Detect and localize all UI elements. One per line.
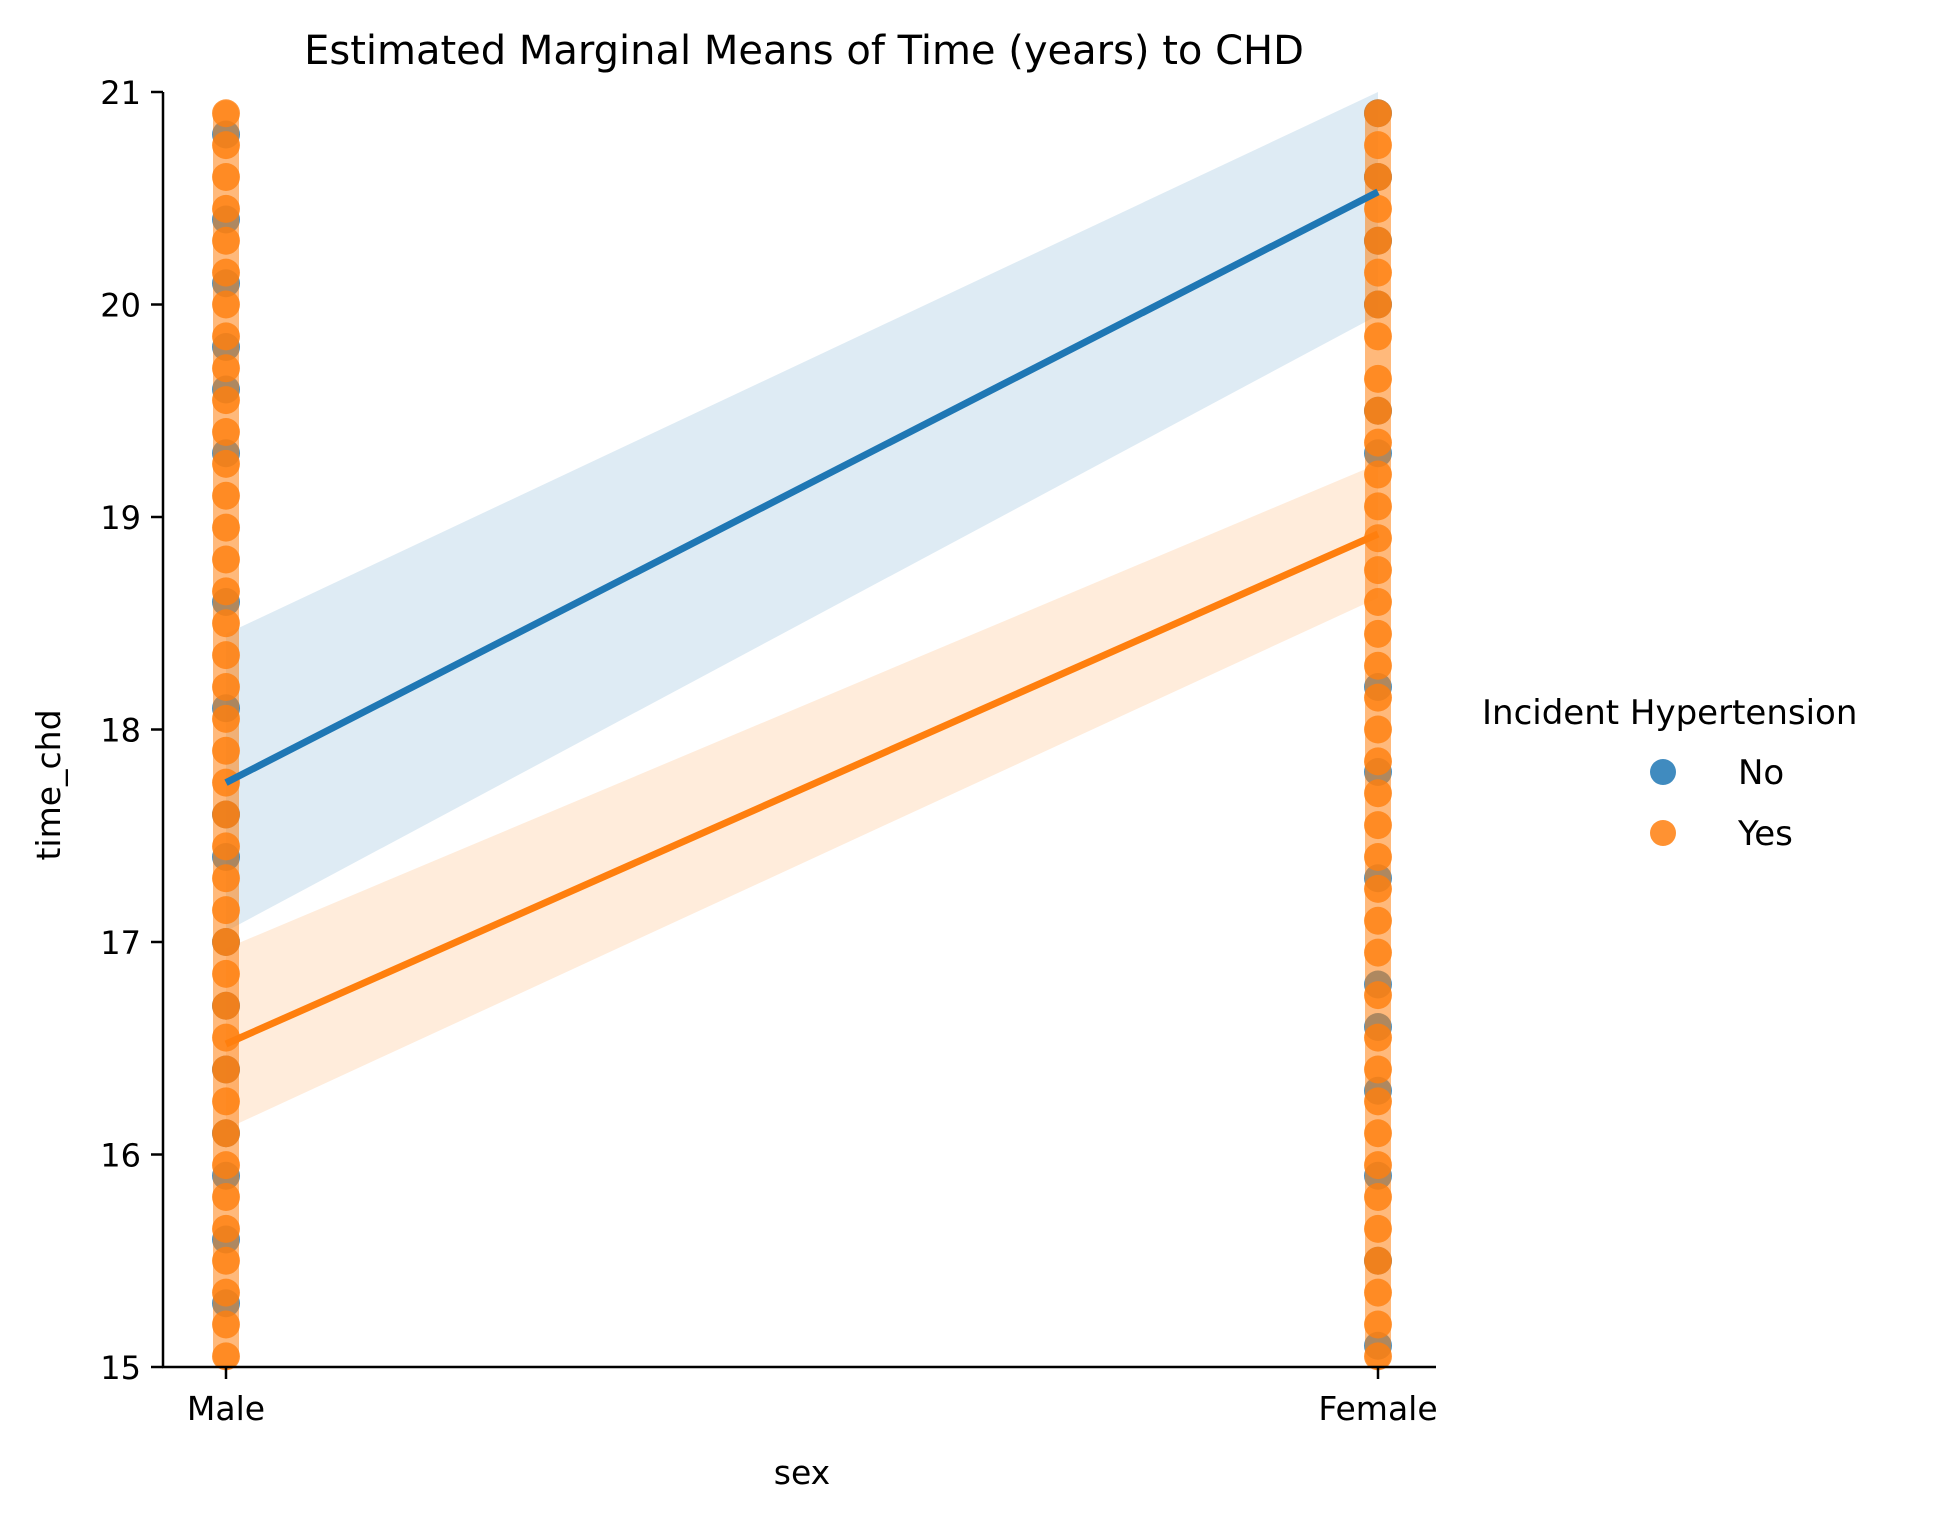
x-tick-label: Female (1318, 1389, 1437, 1428)
legend-title: Incident Hypertension (1482, 693, 1857, 733)
regression-lines (224, 188, 1380, 1048)
axes: 15 16 17 18 19 20 21 Male Female (100, 74, 1437, 1428)
y-tick-label: 18 (100, 712, 141, 750)
y-axis-label: time_chd (29, 709, 68, 860)
legend: Incident Hypertension No Yes (1482, 693, 1857, 854)
y-tick-label: 15 (100, 1349, 141, 1387)
legend-marker-no (1650, 759, 1676, 785)
confidence-band-yes (226, 463, 1378, 1129)
confidence-bands (226, 92, 1378, 1129)
y-tick-label: 21 (100, 74, 141, 112)
fit-line-no (224, 188, 1380, 786)
legend-label-yes: Yes (1737, 814, 1793, 854)
y-tick-label: 19 (100, 499, 141, 537)
data-points (212, 99, 1392, 1371)
fit-line-yes (224, 530, 1380, 1048)
x-axis-label: sex (774, 1453, 830, 1492)
legend-label-no: No (1738, 753, 1784, 793)
y-tick-label: 17 (100, 924, 141, 962)
legend-marker-yes (1650, 820, 1676, 846)
chart-title: Estimated Marginal Means of Time (years)… (304, 28, 1304, 74)
y-tick-label: 20 (100, 287, 141, 325)
x-tick-label: Male (187, 1389, 265, 1428)
confidence-band-no (226, 92, 1378, 932)
y-tick-label: 16 (100, 1137, 141, 1175)
